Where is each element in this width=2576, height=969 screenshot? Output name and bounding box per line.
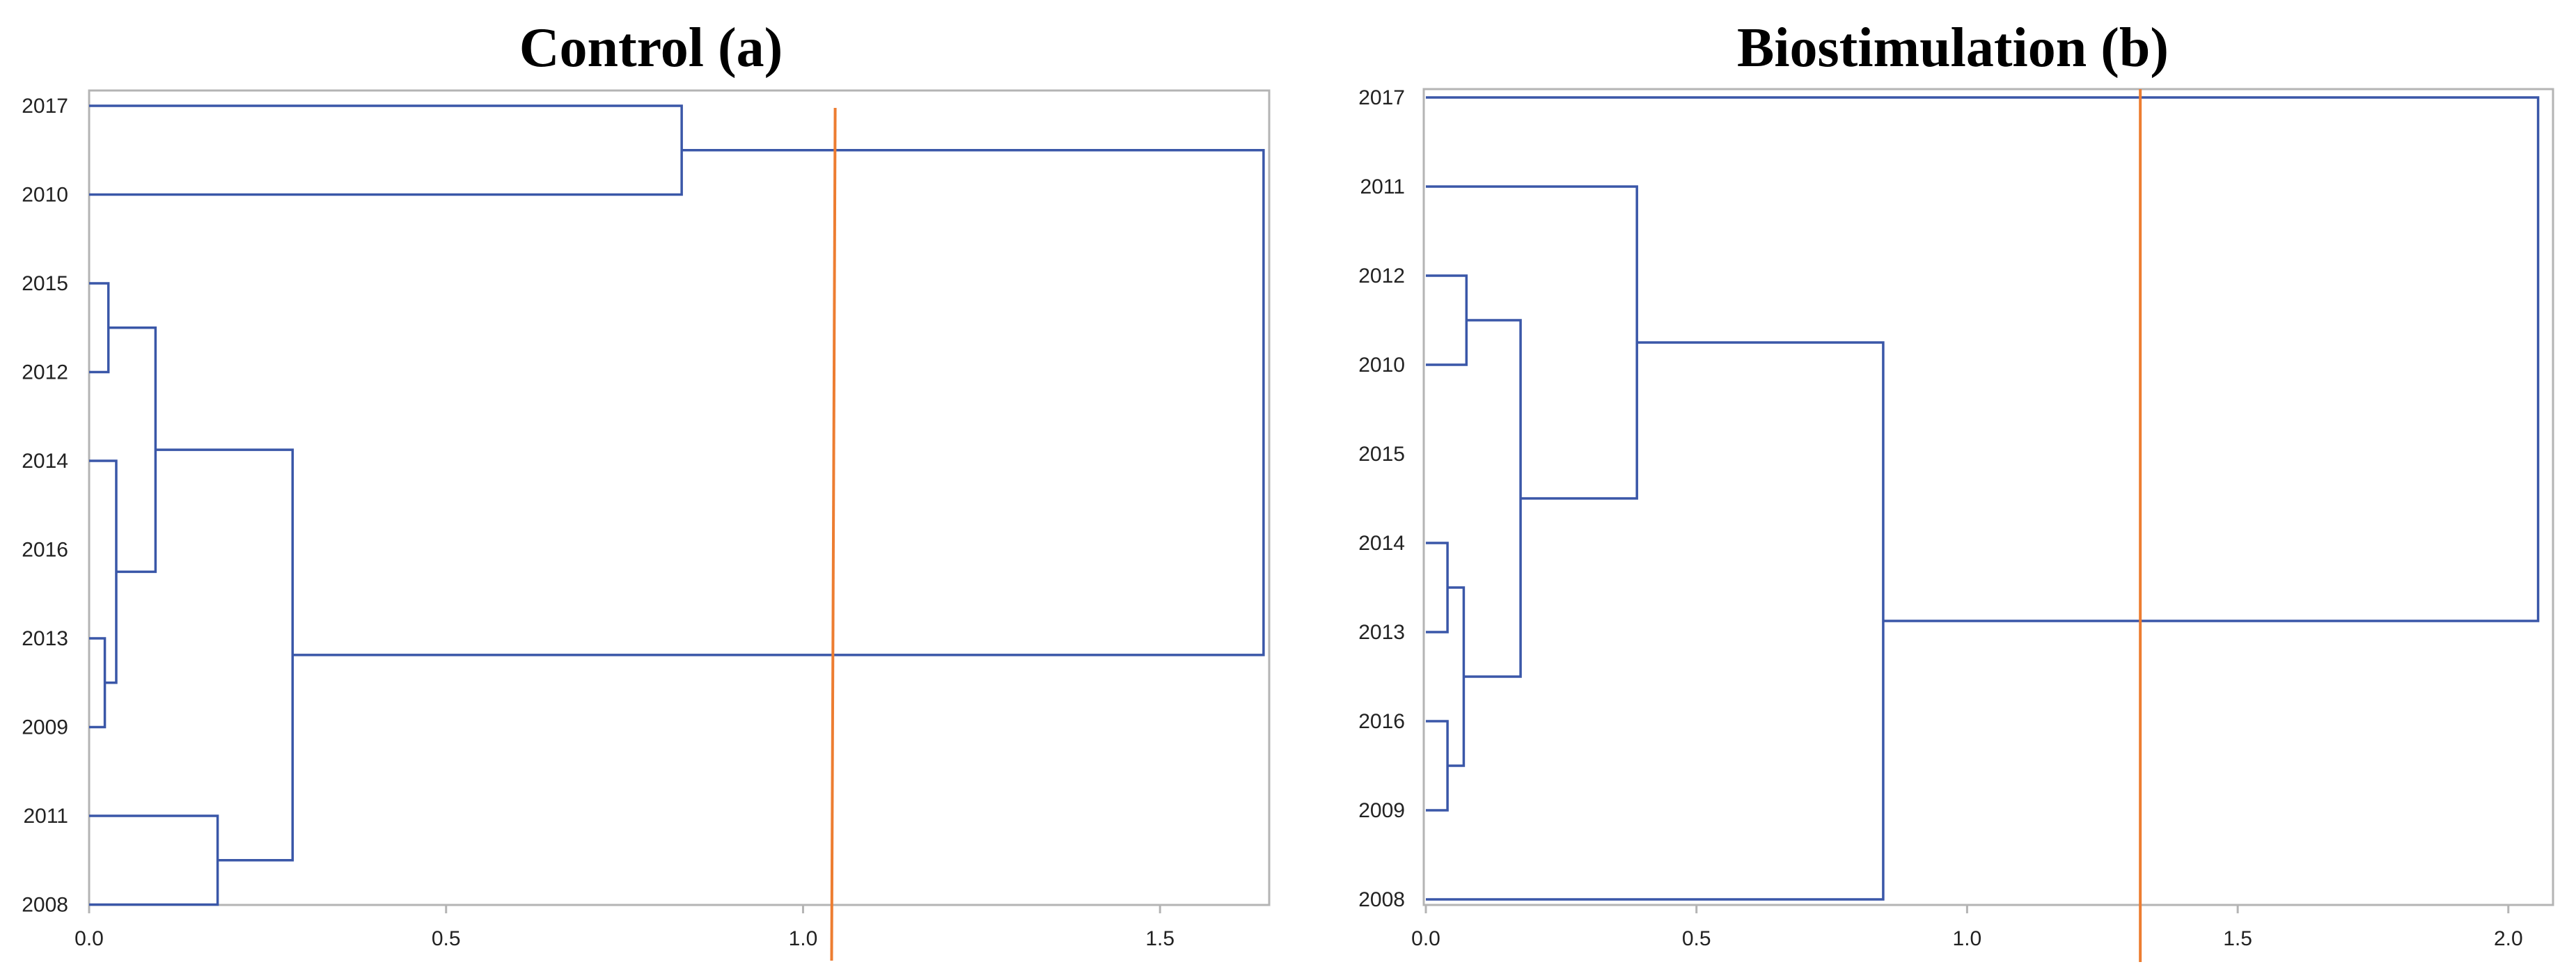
biostimulation-branch-b3 [1447,586,1466,767]
control-leaf-labels: 2017 2010 2015 2012 2014 2016 2013 2009 2011 2008 [22,95,68,917]
biostimulation-branch-b6 [1426,185,1638,500]
control-leaf-label-2017: 2017 [22,95,68,118]
biostimulation-leaf-label-2012: 2012 [1358,265,1405,287]
biostimulation-x-axis-ticks: 0.0 0.5 1.0 1.5 2.0 [1411,905,2523,950]
biostimulation-leaf-label-2016: 2016 [1358,710,1405,733]
control-branch-c4 [108,326,157,574]
biostimulation-branch-b2 [1426,720,1449,812]
biostimulation-leaf-label-2014: 2014 [1358,532,1405,555]
control-leaf-label-2013: 2013 [22,627,68,650]
biostimulation-x-tick-label: 0.5 [1682,927,1711,950]
biostimulation-dendrogram-panel: Biostimulation (b) 201720112012201020152… [1358,17,2554,962]
biostimulation-leaf-labels: 2017 2011 2012 2010 2015 2014 2013 2016 2009 2008 [1358,86,1405,911]
control-branch-c8 [292,149,1265,656]
control-leaf-label-2011: 2011 [23,805,68,828]
control-cut-line [830,107,837,961]
control-leaf-label-2009: 2009 [22,716,68,739]
control-cut-line-group [830,107,837,961]
biostimulation-leaf-label-2017: 2017 [1358,86,1405,109]
biostimulation-leaf-label-2010: 2010 [1358,354,1405,377]
biostimulation-chart-title: Biostimulation (b) [1737,17,2169,79]
control-dendrogram-panel: Control (a) 2017 2010 2015 2012 2014 2016 2013… [22,17,1271,961]
biostimulation-dendrogram-branches [1426,96,2540,901]
control-dendrogram-branches [89,104,1265,906]
control-leaf-label-2014: 2014 [22,450,68,473]
control-x-tick-label: 1.5 [1145,927,1175,950]
control-leaf-label-2016: 2016 [22,539,68,562]
biostimulation-leaf-label-2008: 2008 [1358,888,1405,911]
control-x-axis-ticks: 0.0 0.5 1.0 1.5 [74,905,1175,950]
control-plot-frame [88,89,1271,906]
biostimulation-leaf-label-2013: 2013 [1358,621,1405,644]
biostimulation-leaf-label-2011: 2011 [1360,175,1405,198]
control-branch-c3 [89,459,118,684]
biostimulation-branch-b1 [1426,542,1449,633]
control-leaf-label-2015: 2015 [22,272,68,295]
control-branch-c7 [89,104,683,196]
biostimulation-leaf-label-2015: 2015 [1358,443,1405,466]
biostimulation-branch-b5 [1463,319,1522,678]
control-branch-c1 [89,637,107,729]
control-branch-c2 [89,282,110,374]
biostimulation-branch-b4 [1426,274,1468,366]
biostimulation-x-tick-label: 1.5 [2223,927,2252,950]
biostimulation-x-tick-label: 1.0 [1953,927,1982,950]
control-x-tick-label: 1.0 [789,927,818,950]
biostimulation-branch-b8 [1426,96,2540,622]
control-x-tick-label: 0.0 [74,927,104,950]
biostimulation-plot-frame [1422,88,2554,906]
control-branch-c6 [155,448,294,862]
control-leaf-label-2012: 2012 [22,361,68,384]
biostimulation-branch-b7 [1426,341,1885,901]
control-leaf-label-2010: 2010 [22,184,68,207]
control-branch-c5 [89,814,219,906]
biostimulation-x-tick-label: 2.0 [2494,927,2523,950]
control-leaf-label-2008: 2008 [22,894,68,917]
control-chart-title: Control (a) [519,17,783,79]
biostimulation-leaf-label-2009: 2009 [1358,799,1405,822]
control-x-tick-label: 0.5 [432,927,461,950]
biostimulation-x-tick-label: 0.0 [1411,927,1440,950]
